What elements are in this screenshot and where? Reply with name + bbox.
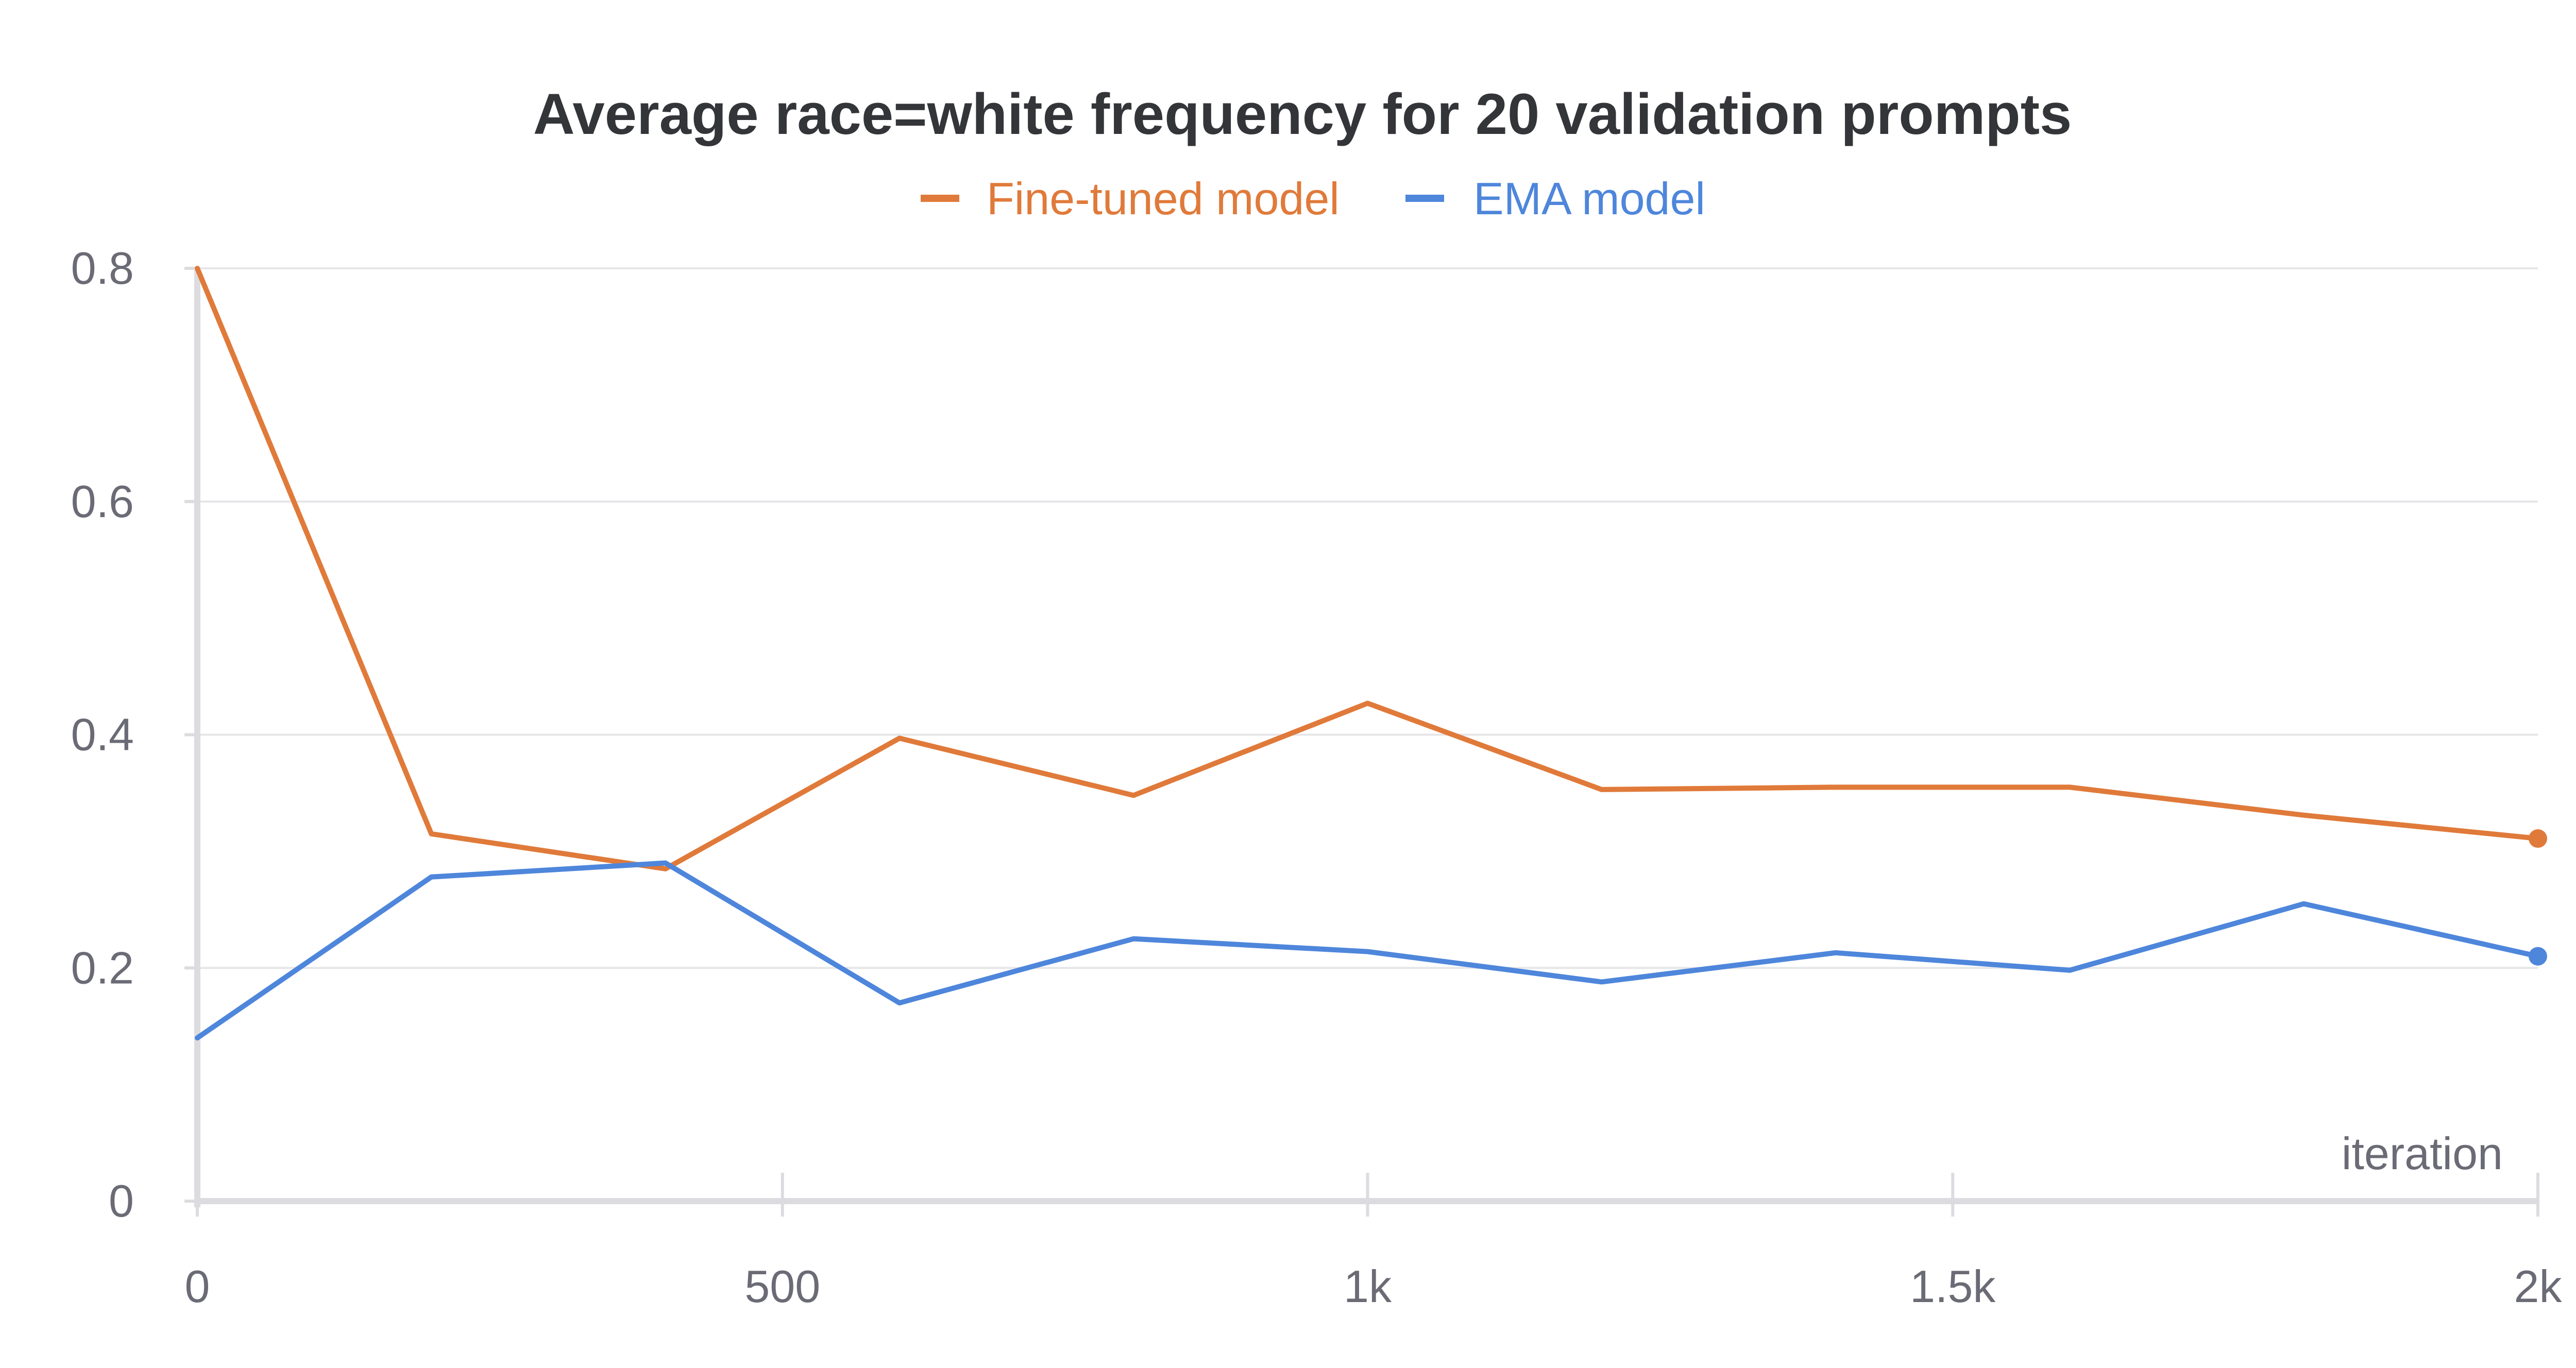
legend-item-fine-tuned[interactable]: Fine-tuned model xyxy=(921,173,1340,224)
x-tick-label: 2k xyxy=(2514,1261,2563,1312)
x-tick-label: 1.5k xyxy=(1910,1261,1996,1312)
tick-labels: 0 0.2 0.4 0.6 0.8 0 500 1k 1.5k 2k xyxy=(71,243,2563,1312)
y-tick-label: 0.8 xyxy=(71,243,134,294)
series-end-point-0[interactable] xyxy=(2529,829,2547,848)
x-tick-label: 0 xyxy=(185,1261,210,1312)
x-axis-label: iteration xyxy=(2342,1128,2503,1179)
y-tick-label: 0 xyxy=(109,1175,134,1226)
series-line-1[interactable] xyxy=(195,860,2540,1041)
series-line-0[interactable] xyxy=(195,266,2540,871)
y-tick-label: 0.2 xyxy=(71,942,134,993)
legend-label-ema: EMA model xyxy=(1473,173,1705,224)
grid-lines xyxy=(197,267,2538,969)
x-tick-label: 500 xyxy=(744,1261,820,1312)
legend: Fine-tuned model EMA model xyxy=(921,173,1705,224)
y-tick-label: 0.4 xyxy=(71,709,134,760)
x-tick-label: 1k xyxy=(1344,1261,1392,1312)
y-tick-label: 0.6 xyxy=(71,476,134,527)
series-end-point-1[interactable] xyxy=(2529,947,2547,966)
legend-item-ema[interactable]: EMA model xyxy=(1405,173,1705,224)
legend-label-fine-tuned: Fine-tuned model xyxy=(987,173,1340,224)
series-lines xyxy=(195,266,2547,1041)
axes xyxy=(184,267,2539,1217)
chart-title: Average race=white frequency for 20 vali… xyxy=(533,82,2072,146)
